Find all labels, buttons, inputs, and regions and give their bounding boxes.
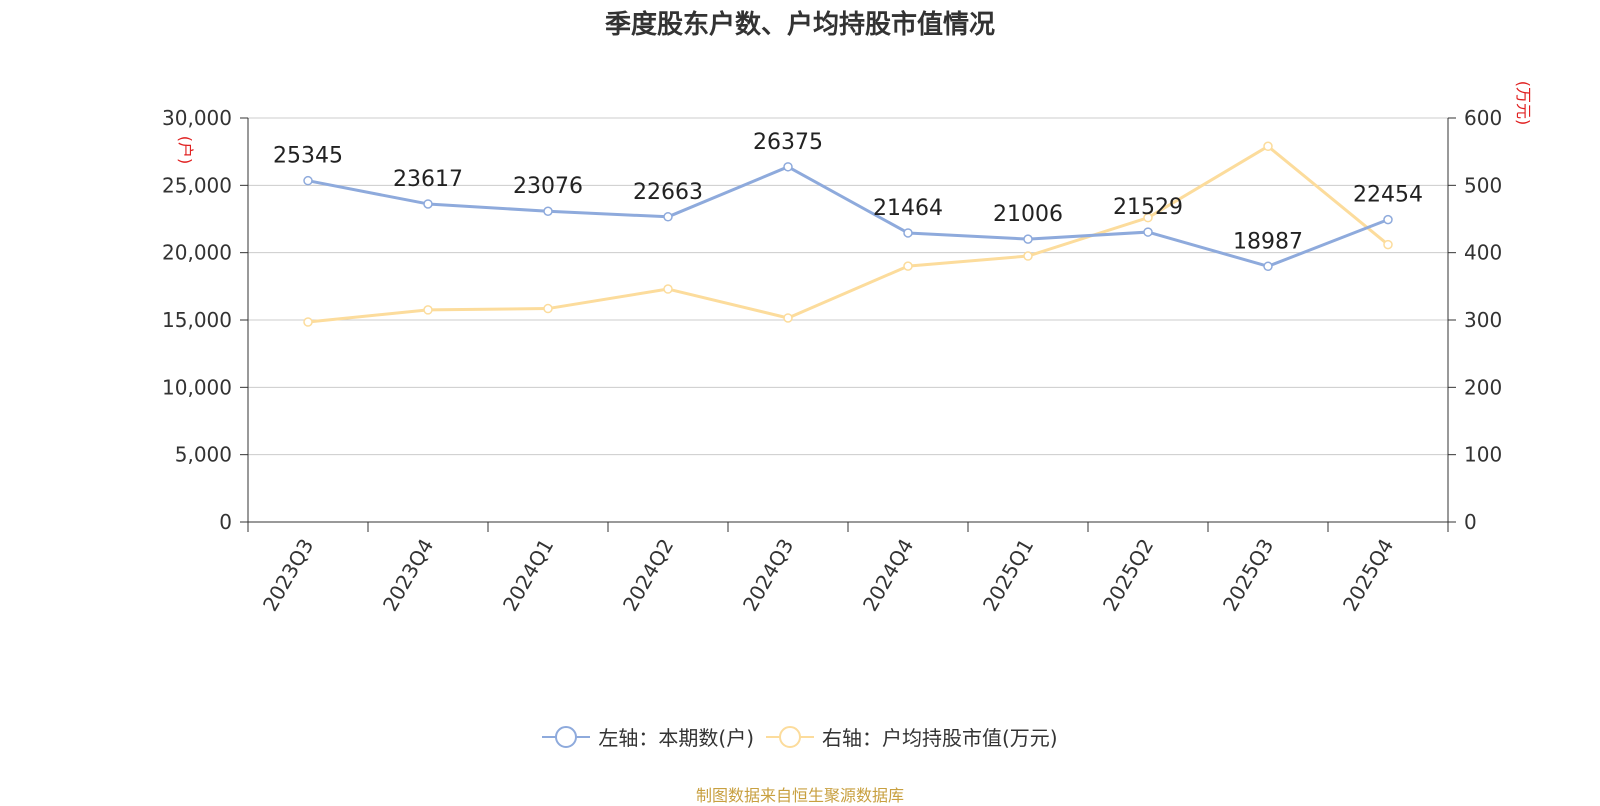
right-tick-label: 600 — [1464, 106, 1502, 130]
left-series-point — [1263, 261, 1273, 272]
x-tick-label: 2025Q4 — [1338, 535, 1398, 616]
legend-left-label: 左轴：本期数(户) — [598, 726, 754, 750]
left-tick-label: 20,000 — [162, 241, 232, 265]
right-tick-label: 200 — [1464, 375, 1502, 399]
source-note: 制图数据来自恒生聚源数据库 — [695, 786, 904, 805]
right-tick-label: 0 — [1464, 510, 1477, 534]
right-series-point — [1143, 212, 1153, 223]
right-series-line — [307, 144, 1389, 324]
data-label: 22454 — [1353, 183, 1423, 208]
left-series-point — [543, 206, 553, 216]
legend-left-icon — [542, 725, 591, 748]
left-tick-label: 5,000 — [175, 443, 232, 467]
legend: 左轴：本期数(户) 右轴：户均持股市值(万元) — [0, 722, 1600, 751]
x-tick-label: 2025Q3 — [1218, 535, 1278, 616]
left-series-point — [1383, 214, 1393, 225]
left-tick-label: 10,000 — [162, 375, 232, 399]
data-label: 21006 — [993, 202, 1063, 227]
chart-title: 季度股东户数、户均持股市值情况 — [604, 10, 995, 40]
left-series-point — [303, 175, 313, 186]
data-label: 23617 — [393, 167, 463, 192]
x-tick-label: 2023Q3 — [258, 535, 318, 616]
right-tick-label: 300 — [1464, 308, 1502, 332]
right-series-point — [303, 317, 313, 327]
x-tick-label: 2024Q1 — [498, 535, 558, 616]
legend-item-right[interactable]: 右轴：户均持股市值(万元) — [766, 722, 1058, 751]
left-series-point — [783, 162, 793, 172]
right-series-point — [1023, 251, 1033, 261]
x-tick-label: 2024Q3 — [738, 535, 798, 616]
x-tick-label: 2025Q1 — [978, 535, 1038, 616]
x-tick-label: 2024Q4 — [858, 535, 918, 616]
left-series-point — [423, 199, 433, 209]
right-series-point — [1383, 239, 1393, 250]
right-series-point — [783, 313, 793, 323]
x-tick-label: 2023Q4 — [378, 535, 438, 616]
right-series-point — [423, 305, 433, 315]
legend-right-label: 右轴：户均持股市值(万元) — [822, 726, 1058, 750]
right-series-point — [663, 284, 673, 294]
data-label: 18987 — [1233, 229, 1303, 254]
x-tick-label: 2025Q2 — [1098, 535, 1158, 616]
data-label: 21464 — [873, 196, 943, 221]
right-axis-name: (万元) — [1514, 81, 1533, 126]
left-tick-label: 25,000 — [162, 173, 232, 197]
chart-svg: 0 0 5,000 100 10,000 200 15,000 300 20,000 400 25,… — [162, 81, 1533, 616]
data-label: 26375 — [753, 130, 823, 155]
data-label: 23076 — [513, 174, 583, 199]
left-series-line — [307, 165, 1389, 268]
left-tick-label: 30,000 — [162, 106, 232, 130]
right-series-point — [543, 303, 553, 314]
right-tick-label: 500 — [1464, 173, 1502, 197]
left-axis-name: (户) — [176, 136, 195, 165]
legend-right-icon — [766, 725, 814, 748]
data-label: 21529 — [1113, 195, 1183, 220]
left-series-point — [903, 228, 913, 238]
left-tick-label: 15,000 — [162, 308, 232, 332]
left-tick-label: 0 — [219, 510, 232, 534]
left-series-point — [1143, 227, 1153, 237]
left-series-point — [663, 212, 673, 222]
legend-item-left[interactable]: 左轴：本期数(户) — [542, 722, 754, 751]
data-label: 25345 — [273, 144, 343, 169]
data-label: 22663 — [633, 180, 703, 205]
right-tick-label: 100 — [1464, 443, 1502, 467]
right-series-point — [1263, 141, 1273, 152]
right-series-point — [903, 261, 913, 271]
x-tick-label: 2024Q2 — [618, 535, 678, 616]
right-tick-label: 400 — [1464, 241, 1502, 265]
left-series-point — [1023, 234, 1033, 244]
